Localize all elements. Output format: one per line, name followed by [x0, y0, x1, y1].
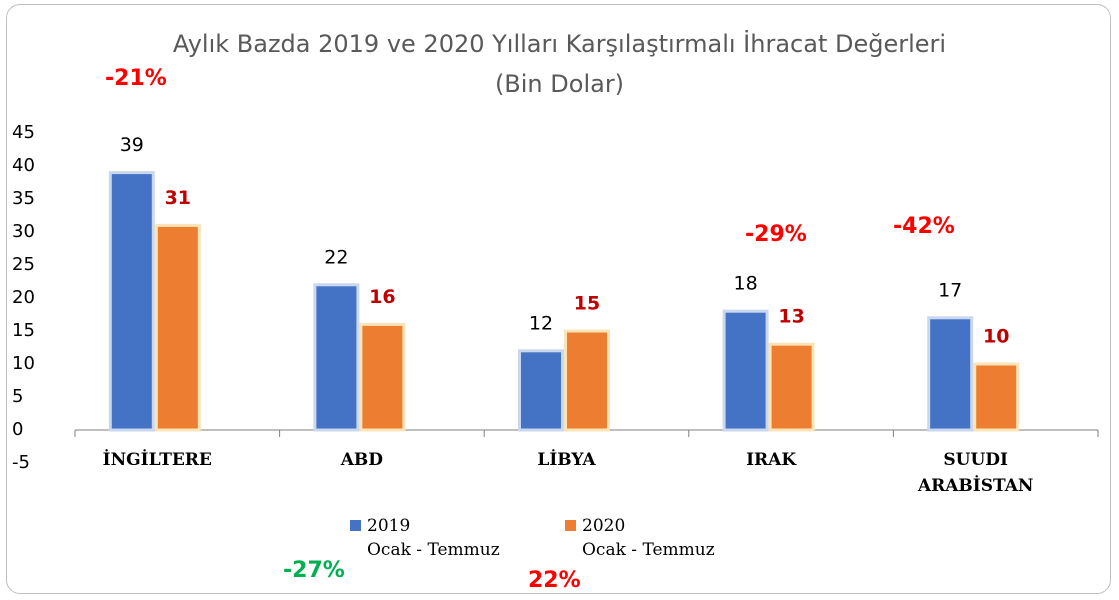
y-tick-label: 5 [12, 386, 23, 407]
chart-frame [6, 4, 1111, 594]
legend-swatch [350, 520, 361, 531]
x-tick-label: İNGİLTERE [102, 450, 212, 470]
bar [927, 316, 974, 432]
y-tick-label: 45 [12, 122, 35, 143]
value-label: 15 [574, 293, 600, 315]
bar [768, 342, 815, 432]
legend-swatch [565, 520, 576, 531]
y-tick-label: 15 [12, 320, 35, 341]
annotation: -29% [745, 222, 807, 247]
annotation: 22% [528, 568, 581, 593]
value-label: 39 [120, 134, 144, 156]
x-tick-label: ABD [340, 450, 384, 470]
bar [313, 283, 360, 432]
x-tick-label: LİBYA [537, 450, 596, 470]
annotation: -21% [105, 66, 167, 91]
chart-subtitle: (Bin Dolar) [494, 70, 625, 98]
bar [154, 223, 201, 432]
value-label: 17 [938, 279, 962, 301]
annotation: -27% [283, 558, 345, 583]
bar [518, 349, 564, 432]
value-label: 16 [369, 286, 395, 308]
value-label: 13 [778, 306, 804, 328]
bar [359, 322, 406, 432]
x-tick-label: IRAK [746, 450, 797, 470]
y-tick-label: 0 [12, 419, 23, 440]
value-label: 18 [734, 273, 758, 295]
legend-label: 2019 Ocak - Temmuz [367, 516, 500, 560]
bar [722, 309, 769, 432]
legend-label: 2020 Ocak - Temmuz [582, 516, 715, 560]
value-label: 12 [529, 312, 553, 334]
chart-title: Aylık Bazda 2019 ve 2020 Yılları Karşıla… [172, 30, 947, 58]
y-tick-label: -5 [12, 452, 30, 473]
y-tick-label: 40 [12, 155, 35, 176]
legend-item: 2019 Ocak - Temmuz [350, 514, 500, 562]
y-tick-label: 20 [12, 287, 35, 308]
bar [973, 362, 1020, 432]
y-tick-label: 25 [12, 254, 35, 275]
annotation: -42% [893, 214, 955, 239]
bar [564, 329, 610, 432]
value-label: 10 [983, 326, 1009, 348]
x-tick-label: SUUDI ARABİSTAN [917, 450, 1034, 496]
value-label: 22 [324, 246, 348, 268]
value-label: 31 [165, 187, 191, 209]
y-tick-label: 10 [12, 353, 35, 374]
y-tick-label: 35 [12, 188, 35, 209]
legend-item: 2020 Ocak - Temmuz [565, 514, 715, 562]
y-tick-label: 30 [12, 221, 35, 242]
bar [108, 171, 155, 432]
